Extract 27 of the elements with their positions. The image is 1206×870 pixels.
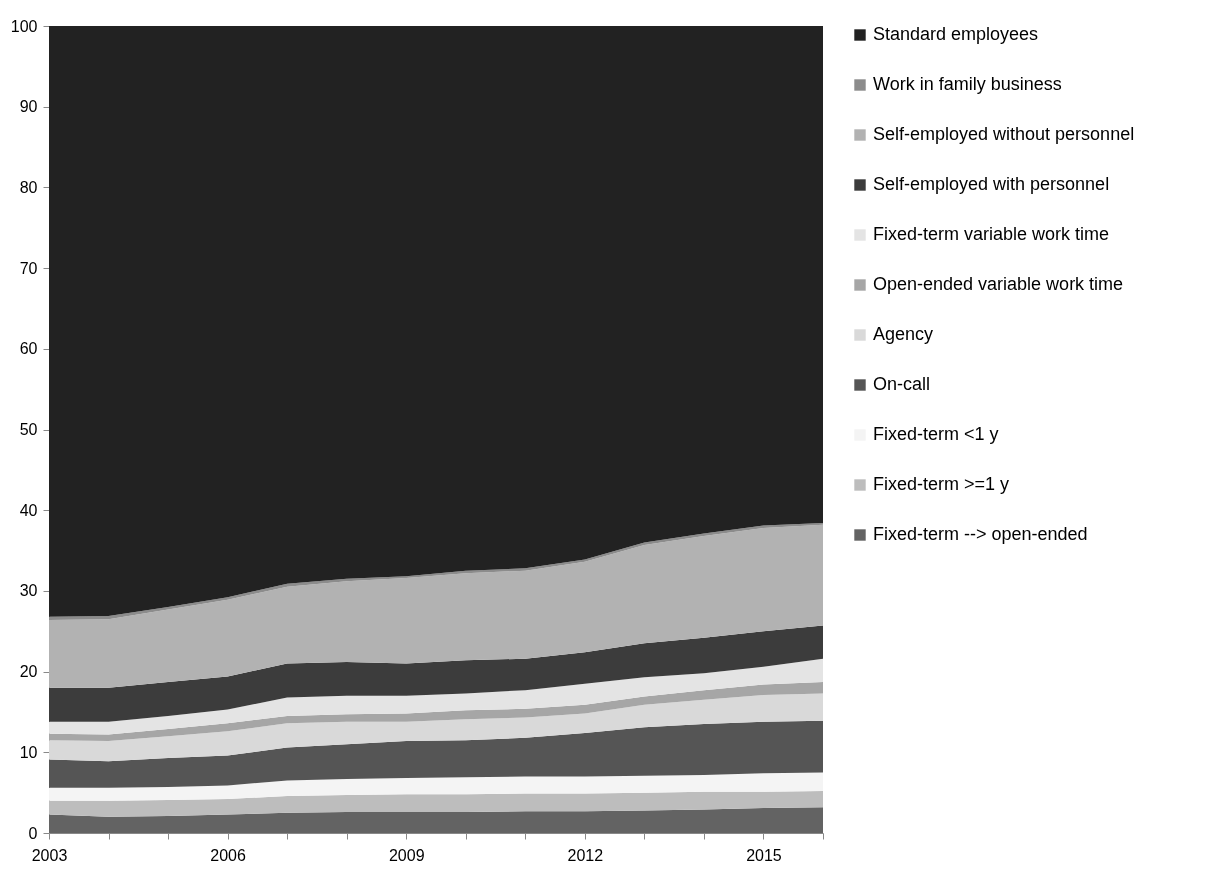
legend-label: Agency	[873, 324, 934, 344]
legend-label: On-call	[873, 374, 931, 394]
y-tick-label: 80	[19, 178, 38, 196]
x-tick-label: 2006	[210, 846, 247, 864]
y-tick-label: 90	[19, 98, 38, 116]
legend-label: Fixed-term >=1 y	[873, 474, 1010, 494]
x-tick-label: 2003	[31, 846, 68, 864]
legend-label: Fixed-term variable work time	[873, 224, 1110, 244]
legend-label: Work in family business	[873, 74, 1062, 94]
x-tick-label: 2012	[567, 846, 604, 864]
x-tick-label: 2015	[746, 846, 782, 864]
legend-label: Self-employed without personnel	[873, 124, 1135, 144]
y-tick-label: 60	[19, 340, 38, 358]
x-tick-label: 2009	[388, 846, 425, 864]
y-tick-label: 40	[19, 501, 38, 519]
y-tick-label: 50	[19, 421, 38, 438]
y-tick-label: 30	[19, 582, 38, 600]
y-tick-label: 0	[28, 824, 38, 842]
y-tick-label: 70	[19, 259, 38, 277]
legend-label: Fixed-term <1 y	[873, 424, 999, 444]
legend-label: Fixed-term --> open-ended	[873, 524, 1088, 544]
legend-label: Self-employed with personnel	[873, 174, 1110, 194]
y-tick-label: 100	[10, 17, 38, 35]
y-tick-label: 10	[19, 743, 38, 761]
legend-label: Standard employees	[873, 24, 1039, 44]
legend-label: Open-ended variable work time	[873, 274, 1124, 294]
y-tick-label: 20	[19, 663, 38, 681]
